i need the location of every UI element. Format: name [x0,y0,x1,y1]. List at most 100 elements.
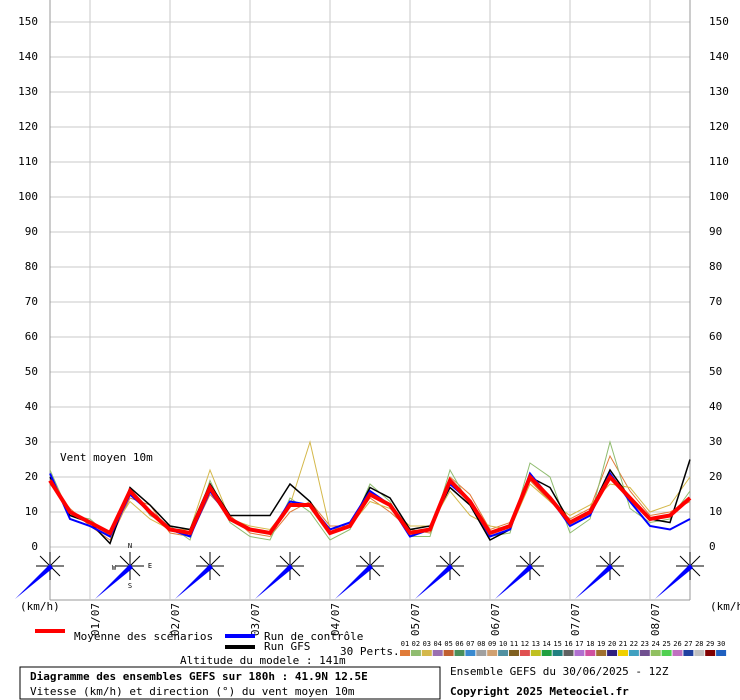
y-tick-label: 140 [18,50,38,63]
compass-label: E [148,562,152,570]
y-unit-left: (km/h) [20,600,60,613]
perturbation-swatch [563,650,574,656]
y-tick-label: 80 [25,260,38,273]
perturbation-swatch [574,650,585,656]
legend-label: Run GFS [264,640,310,653]
y-tick-label: 60 [709,330,722,343]
y-tick-label: 40 [709,400,722,413]
perturbation-label: 27 [684,640,692,648]
perturbation-swatch [421,650,432,656]
perturbation-label: 08 [477,640,485,648]
y-tick-label: 70 [25,295,38,308]
y-tick-label: 150 [709,15,729,28]
y-tick-label: 150 [18,15,38,28]
perturbation-swatch [683,650,694,656]
perturbation-label: 16 [564,640,572,648]
y-tick-label: 0 [709,540,716,553]
perturbation-label: 01 [401,640,409,648]
perturbation-label: 07 [466,640,474,648]
y-tick-label: 90 [709,225,722,238]
wind-arrow [335,564,373,599]
y-unit-right: (km/h) [710,600,740,613]
perturbation-label: 23 [641,640,649,648]
perturbation-label: 28 [695,640,703,648]
y-tick-label: 10 [709,505,722,518]
perturbation-label: 04 [433,640,441,648]
y-tick-label: 30 [25,435,38,448]
perturbation-swatch [410,650,421,656]
perturbation-label: 18 [586,640,594,648]
perturbation-label: 14 [542,640,550,648]
perturbation-label: 21 [619,640,627,648]
y-tick-label: 120 [18,120,38,133]
perturbation-label: 29 [706,640,714,648]
altitude: Altitude du modele : 141m [180,654,346,667]
wind-arrow [255,564,293,599]
perturbation-label: 13 [532,640,540,648]
run-info: Ensemble GEFS du 30/06/2025 - 12Z [450,665,669,678]
perturbation-label: 24 [651,640,659,648]
perturbation-swatch [694,650,705,656]
legend-label: Run de contrôle [264,630,363,643]
perturbation-label: 03 [423,640,431,648]
perturbation-swatch [596,650,607,656]
perturbation-swatch [661,650,672,656]
perturbation-label: 09 [488,640,496,648]
perturbation-label: 02 [412,640,420,648]
y-tick-label: 80 [709,260,722,273]
wind-arrow [575,564,613,599]
perturbation-swatch [443,650,454,656]
compass-label: N [128,542,132,550]
perturbation-label: 22 [630,640,638,648]
perturbation-swatch [400,650,410,656]
annotation: Vent moyen 10m [60,451,153,464]
x-tick-label: 06/07 [489,603,502,636]
perturbation-label: 15 [553,640,561,648]
y-tick-label: 20 [709,470,722,483]
info-box [19,666,441,700]
perturbation-swatch [639,650,650,656]
perturbation-swatch [487,650,498,656]
wind-arrow [415,564,453,599]
perturbation-swatch [716,650,727,656]
perturbation-label: 20 [608,640,616,648]
x-tick-label: 07/07 [569,603,582,636]
perturbation-swatch [476,650,487,656]
perturbation-swatch [541,650,552,656]
perturbation-swatch [607,650,618,656]
x-tick-label: 04/07 [329,603,342,636]
perturbation-swatch [705,650,716,656]
y-tick-label: 90 [25,225,38,238]
y-tick-label: 20 [25,470,38,483]
y-tick-label: 10 [25,505,38,518]
y-tick-label: 70 [709,295,722,308]
y-tick-label: 120 [709,120,729,133]
y-tick-label: 110 [18,155,38,168]
info-subtitle: Vitesse (km/h) et direction (°) du vent … [30,685,355,698]
perturbation-swatch [552,650,563,656]
compass-label: W [112,564,117,572]
y-tick-label: 40 [25,400,38,413]
perturbation-swatch [432,650,443,656]
y-tick-label: 50 [25,365,38,378]
x-tick-label: 02/07 [169,603,182,636]
y-tick-label: 110 [709,155,729,168]
perturbation-label: 05 [444,640,452,648]
perturbation-swatch [618,650,628,656]
legend-label: Moyenne des scénarios [74,630,213,643]
perturbation-label: 17 [575,640,583,648]
perturbation-label: 25 [662,640,670,648]
y-tick-label: 60 [25,330,38,343]
wind-arrow [655,564,693,599]
y-tick-label: 30 [709,435,722,448]
data-line [49,440,691,534]
info-title: Diagramme des ensembles GEFS sur 180h : … [30,670,368,683]
wind-arrow [495,564,533,599]
compass-label: S [128,582,132,590]
wind-arrow [15,564,53,599]
y-tick-label: 130 [709,85,729,98]
x-tick-label: 08/07 [649,603,662,636]
copyright: Copyright 2025 Meteociel.fr [450,685,629,698]
perturbations-label: 30 Perts. [340,645,400,658]
